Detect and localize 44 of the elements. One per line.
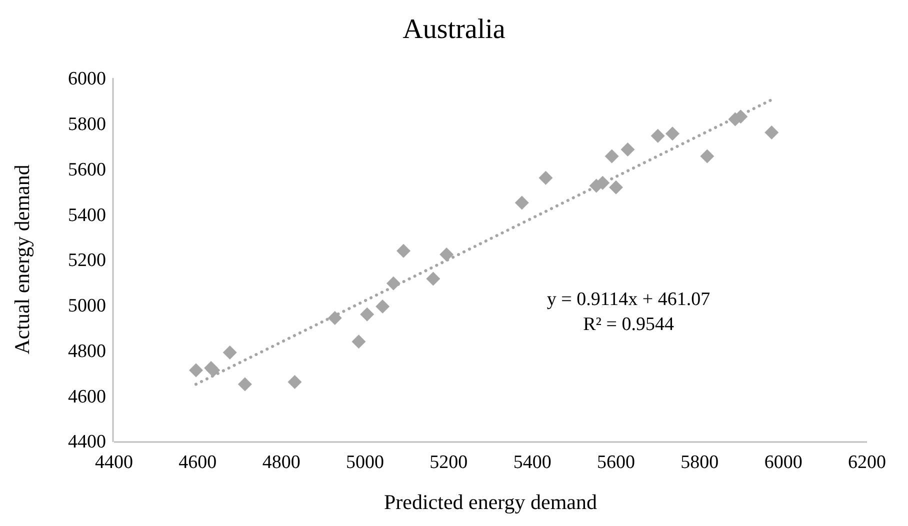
point	[650, 128, 665, 143]
y-tick-label: 4800	[68, 340, 106, 362]
point	[426, 272, 440, 286]
x-tick-label: 5600	[597, 452, 635, 473]
y-tick-label: 5000	[68, 296, 106, 317]
point	[188, 363, 203, 378]
x-tick-label: 4600	[178, 452, 217, 473]
y-tick-label: 5400	[68, 204, 106, 226]
chart-title: Australia	[402, 14, 506, 45]
y-tick-label: 5800	[68, 114, 106, 136]
x-tick-label: 6200	[848, 452, 886, 473]
point	[514, 196, 529, 210]
x-tick-label: 5200	[430, 452, 468, 473]
x-tick-label: 5800	[680, 452, 719, 473]
y-tick-label: 4600	[68, 386, 106, 408]
x-tick-label: 5400	[513, 452, 552, 473]
y-tick-label: 5200	[68, 250, 106, 272]
x-tick-label: 5000	[346, 452, 384, 473]
point	[665, 126, 680, 141]
point	[440, 248, 454, 262]
x-tick-label: 6000	[764, 452, 802, 473]
y-tick-label: 6000	[68, 68, 106, 90]
y-tick-label: 5600	[68, 159, 106, 180]
point	[222, 346, 237, 360]
x-axis-title: Predicted energy demand	[384, 490, 598, 514]
point	[609, 180, 623, 194]
y-axis-title: Actual energy demand	[10, 164, 34, 354]
annotation: y = 0.9114x + 461.07	[546, 288, 710, 310]
y-tick-label: 4400	[68, 432, 106, 453]
x-tick-label: 4800	[262, 452, 300, 473]
point	[700, 149, 714, 164]
point	[620, 142, 635, 156]
point	[376, 299, 390, 314]
point	[288, 375, 302, 390]
point	[538, 170, 553, 185]
point	[396, 244, 410, 258]
point	[764, 125, 779, 140]
x-tick-label: 4400	[95, 452, 133, 473]
point	[604, 149, 619, 164]
point	[352, 334, 366, 349]
point	[238, 377, 252, 392]
point	[206, 363, 220, 378]
annotation: R² = 0.9544	[583, 314, 674, 335]
point	[360, 307, 374, 322]
